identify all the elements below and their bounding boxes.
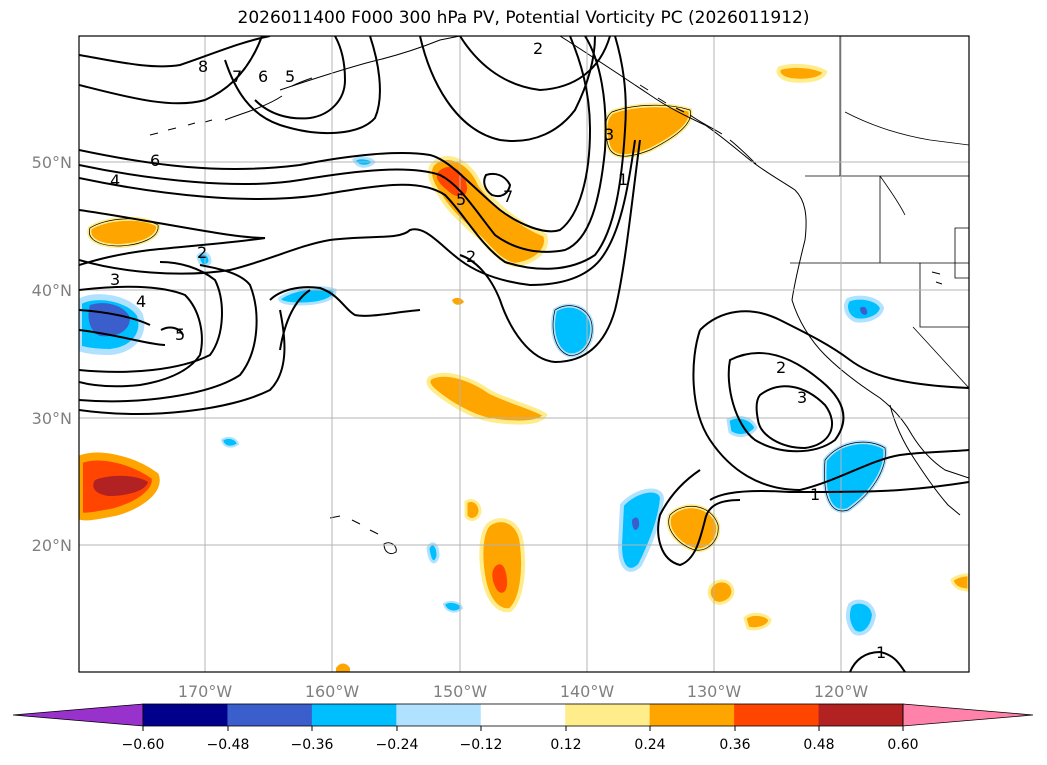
lat-tick-label: 40°N — [32, 281, 72, 300]
map-title: 2026011400 F000 300 hPa PV, Potential Vo… — [237, 8, 810, 28]
contour-label: 1 — [876, 643, 886, 662]
contour-label: 5 — [456, 190, 466, 209]
negative-anomaly-area — [845, 599, 877, 636]
negative-anomaly-area — [220, 436, 240, 448]
negative-anomaly-area — [278, 286, 337, 306]
colorbar-tick-label: −0.24 — [376, 737, 419, 753]
lon-tick-label: 150°W — [433, 682, 488, 701]
negative-anomaly-core — [860, 306, 868, 315]
contour-label: 6 — [258, 67, 268, 86]
lat-tick-labels: 50°N 40°N 30°N 20°N — [32, 153, 72, 555]
colorbar-tick-label: 0.48 — [803, 737, 834, 753]
lon-tick-label: 120°W — [814, 682, 869, 701]
pv-contours — [79, 36, 969, 672]
colorbar-cell — [649, 704, 735, 726]
lat-tick-label: 50°N — [32, 153, 72, 172]
colorbar-min-extension — [12, 703, 144, 727]
colorbar-ticks — [142, 726, 904, 731]
lon-tick-label: 170°W — [178, 682, 233, 701]
colorbar-cell — [565, 704, 651, 726]
contour-label: 3 — [797, 388, 807, 407]
colorbar-tick-label: −0.60 — [122, 737, 165, 753]
coastlines — [149, 36, 969, 555]
colorbar-tick-label: −0.48 — [207, 737, 250, 753]
positive-anomaly-area — [950, 573, 969, 592]
lon-tick-labels: 170°W 160°W 150°W 140°W 130°W 120°W — [178, 682, 869, 701]
contour-label: 1 — [810, 485, 820, 504]
lon-tick-label: 130°W — [687, 682, 742, 701]
positive-anomaly-area — [452, 297, 464, 305]
colorbar-tick-label: −0.12 — [460, 737, 503, 753]
positive-anomaly-area — [479, 518, 526, 613]
colorbar-cell — [480, 704, 566, 726]
contour-label: 5 — [175, 325, 185, 344]
colorbar-tick-label: 0.12 — [550, 737, 581, 753]
negative-anomaly-area — [426, 542, 440, 564]
contour-label: 3 — [110, 270, 120, 289]
contour-label: 2 — [466, 247, 476, 266]
positive-anomaly-area — [707, 579, 735, 605]
contour-labels: 8 7 6 5 2 3 1 6 4 5 7 2 2 3 4 5 2 3 1 1 — [110, 39, 886, 662]
positive-anomaly-area — [464, 498, 482, 521]
colorbar-tick-label: −0.36 — [291, 737, 334, 753]
colorbar-cell — [227, 704, 313, 726]
colorbar-tick-label: 0.24 — [634, 737, 665, 753]
lat-tick-label: 20°N — [32, 536, 72, 555]
contour-label: 8 — [198, 57, 208, 76]
negative-anomaly-area — [617, 488, 665, 572]
colorbar-cell — [818, 704, 904, 726]
contour-label: 7 — [503, 187, 513, 206]
lat-tick-label: 30°N — [32, 409, 72, 428]
colorbar-cell — [143, 704, 228, 726]
colorbar-cell — [734, 704, 820, 726]
contour-label: 7 — [232, 67, 242, 86]
negative-anomaly-core — [632, 517, 640, 530]
lon-tick-label: 160°W — [305, 682, 360, 701]
colorbar-cell — [396, 704, 482, 726]
map-frame — [78, 35, 970, 673]
contour-label: 2 — [533, 39, 543, 58]
pv-shading — [79, 63, 969, 672]
colorbar: −0.60 −0.48 −0.36 −0.24 −0.12 0.12 0.24 … — [12, 703, 1034, 753]
contour-label: 1 — [618, 170, 628, 189]
colorbar-tick-label: 0.60 — [887, 737, 918, 753]
contour-label: 2 — [776, 358, 786, 377]
positive-anomaly-area — [743, 612, 772, 631]
contour-label: 6 — [150, 151, 160, 170]
contour-label: 4 — [110, 171, 120, 190]
positive-anomaly-core — [492, 564, 508, 593]
negative-anomaly-area — [196, 251, 212, 268]
contour-label: 3 — [604, 125, 614, 144]
contour-label: 2 — [197, 243, 207, 262]
colorbar-tick-label: 0.36 — [719, 737, 750, 753]
contour-label: 4 — [136, 292, 146, 311]
negative-anomaly-area — [442, 600, 464, 613]
positive-anomaly-area — [776, 63, 828, 83]
anomaly-outlines — [88, 104, 886, 551]
positive-anomaly-area — [426, 372, 548, 425]
colorbar-max-extension — [902, 703, 1034, 727]
contour-label: 5 — [285, 67, 295, 86]
positive-anomaly-core — [93, 475, 148, 496]
lon-tick-label: 140°W — [560, 682, 615, 701]
graticule — [79, 36, 969, 672]
positive-anomaly-area — [336, 663, 350, 672]
colorbar-cell — [311, 704, 397, 726]
map-panel: 8 7 6 5 2 3 1 6 4 5 7 2 2 3 4 5 2 3 1 1 — [78, 35, 970, 673]
